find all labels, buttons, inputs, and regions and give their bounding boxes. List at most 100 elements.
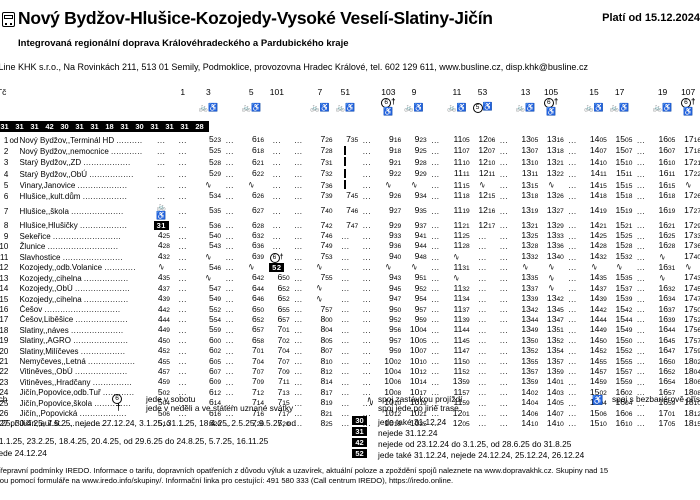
time-cell[interactable]: 1327 [546, 205, 564, 216]
time-cell[interactable]: 1759 [684, 345, 700, 356]
time-cell[interactable]: ... [221, 388, 238, 398]
time-cell[interactable]: ... [427, 241, 444, 251]
time-cell[interactable]: 1307 [521, 145, 539, 156]
time-cell[interactable]: 455 [157, 355, 170, 366]
time-cell[interactable]: 1017 [409, 386, 427, 397]
time-cell[interactable]: 536 [208, 219, 222, 230]
time-cell[interactable]: 1357 [546, 355, 564, 366]
time-cell[interactable]: ... [221, 357, 238, 367]
time-cell[interactable]: ... [290, 221, 307, 231]
time-cell[interactable]: 934 [414, 190, 427, 201]
time-cell[interactable]: 442 [157, 303, 170, 314]
time-cell[interactable]: ... [564, 146, 581, 157]
time-cell[interactable]: ... [358, 241, 375, 251]
time-cell[interactable]: 709 [277, 365, 290, 376]
time-cell[interactable]: ... [358, 252, 375, 263]
time-cell[interactable]: 1316 [546, 134, 564, 145]
time-cell[interactable]: ∿ [650, 273, 676, 283]
time-cell[interactable]: 921 [389, 156, 402, 167]
time-cell[interactable]: 1354 [546, 345, 564, 356]
time-cell[interactable]: 804 [320, 324, 333, 335]
time-cell[interactable]: ... [564, 157, 581, 168]
time-cell[interactable]: 1435 [589, 272, 607, 283]
time-cell[interactable]: 944 [414, 240, 427, 251]
time-cell[interactable]: ... [333, 263, 359, 273]
time-cell[interactable]: ... [470, 346, 496, 356]
time-cell[interactable]: ∿ [444, 273, 470, 283]
time-cell[interactable]: 1359 [452, 376, 470, 387]
time-cell[interactable]: 1144 [453, 324, 470, 335]
time-cell[interactable]: 502 [157, 386, 170, 397]
time-cell[interactable]: ... [427, 169, 444, 180]
time-cell[interactable]: ... [427, 346, 444, 356]
time-cell[interactable]: ... [564, 284, 581, 294]
time-cell[interactable]: 1604 [615, 397, 633, 408]
time-cell[interactable]: 1332 [521, 251, 539, 262]
time-cell[interactable]: 1610 [615, 417, 633, 428]
time-cell[interactable]: 1425 [589, 230, 607, 241]
time-cell[interactable]: ... [221, 252, 238, 263]
time-cell[interactable]: 529 [208, 168, 222, 179]
time-cell[interactable]: 626 [251, 190, 265, 201]
time-cell[interactable]: ... [427, 231, 444, 241]
time-cell[interactable]: ... [264, 146, 290, 157]
time-cell[interactable]: 732 [320, 168, 333, 179]
time-cell[interactable]: ... [632, 294, 649, 304]
time-cell[interactable]: 701 [277, 324, 290, 335]
time-cell[interactable]: ... [358, 346, 375, 356]
time-cell[interactable]: ... [495, 180, 512, 191]
time-cell[interactable]: 652 [277, 282, 290, 293]
time-cell[interactable]: ... [170, 367, 196, 377]
time-cell[interactable]: 959 [389, 345, 402, 356]
time-cell[interactable]: 1606 [615, 407, 633, 418]
time-cell[interactable]: 1808 [684, 386, 700, 397]
time-cell[interactable]: 657 [277, 313, 290, 324]
time-cell[interactable]: ... [290, 202, 307, 221]
time-cell[interactable]: ... [264, 180, 290, 191]
time-cell[interactable]: 652 [277, 293, 290, 304]
time-cell[interactable]: 1539 [615, 293, 633, 304]
time-cell[interactable]: 707 [277, 355, 290, 366]
time-cell[interactable]: 1344 [521, 313, 539, 324]
time-cell[interactable]: 923 [414, 134, 427, 145]
time-cell[interactable]: 650 [251, 303, 265, 314]
time-cell[interactable]: ... [632, 284, 649, 294]
time-cell[interactable]: 746 [320, 230, 333, 241]
time-cell[interactable]: ... [470, 252, 496, 263]
time-cell[interactable]: 1111 [453, 168, 470, 179]
time-cell[interactable]: 1401 [546, 376, 564, 387]
time-cell[interactable]: ... [221, 409, 238, 419]
time-cell[interactable]: ∿ [376, 180, 402, 191]
time-cell[interactable]: ... [495, 191, 512, 201]
table-row[interactable]: 13 Kozojedy,,cihelna ................. 435… [0, 272, 700, 284]
time-cell[interactable]: 1201 [452, 407, 470, 418]
time-cell[interactable]: 🚲♿ [153, 202, 170, 221]
time-cell[interactable]: ... [564, 252, 581, 263]
time-cell[interactable]: ... [427, 252, 444, 263]
time-cell[interactable]: 614 [208, 397, 222, 408]
time-cell[interactable]: 1502 [589, 386, 607, 397]
time-cell[interactable]: ... [632, 409, 649, 419]
time-cell[interactable]: 1328 [521, 240, 539, 251]
time-cell[interactable]: ... [495, 157, 512, 168]
time-cell[interactable]: 1555 [615, 355, 633, 366]
time-cell[interactable]: 1318 [521, 190, 539, 201]
time-cell[interactable]: ... [495, 146, 512, 157]
time-cell[interactable]: ... [495, 315, 512, 325]
time-cell[interactable]: ... [427, 284, 444, 294]
time-cell[interactable]: ... [358, 191, 375, 201]
time-cell[interactable]: 1407 [546, 407, 564, 418]
time-cell[interactable]: ∿ [470, 180, 496, 191]
time-cell[interactable]: ... [333, 284, 359, 294]
time-cell[interactable]: ... [564, 357, 581, 367]
time-cell[interactable]: 1747 [684, 293, 700, 304]
time-cell[interactable]: ... [470, 273, 496, 283]
time-cell[interactable]: ... [264, 221, 290, 231]
time-cell[interactable]: ... [470, 284, 496, 294]
time-cell[interactable]: ... [358, 135, 375, 145]
time-cell[interactable]: ... [290, 346, 307, 356]
time-cell[interactable]: 1004 [384, 365, 402, 376]
time-cell[interactable]: 716 [251, 407, 265, 418]
table-row[interactable]: 19 Slatiny,,AGRO ..................... 450… [0, 335, 700, 346]
time-cell[interactable]: 1351 [546, 324, 564, 335]
